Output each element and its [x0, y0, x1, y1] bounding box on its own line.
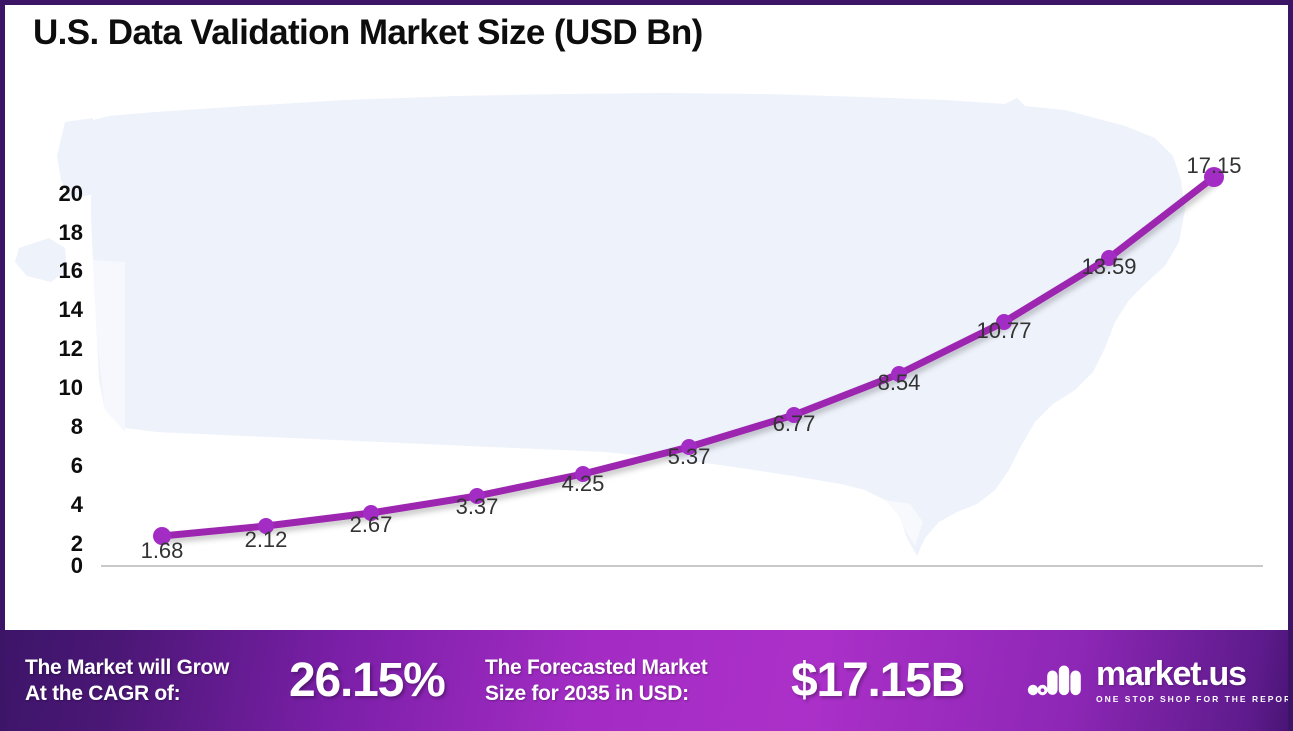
y-tick-label-0: 0 — [70, 553, 83, 578]
point-label-2035: 17.15 — [1186, 153, 1242, 178]
forecast-caption: The Forecasted Market Size for 2035 in U… — [485, 655, 785, 706]
y-tick-label-18: 18 — [58, 220, 83, 245]
logo-tagline: ONE STOP SHOP FOR THE REPORTS — [1096, 694, 1293, 704]
point-label-2034: 13.59 — [1081, 254, 1137, 279]
series-line — [158, 173, 1218, 540]
market-us-logo[interactable]: market.us ONE STOP SHOP FOR THE REPORTS — [1027, 655, 1293, 704]
point-label-2026: 2.12 — [244, 527, 288, 552]
y-tick-label-4: 4 — [70, 492, 83, 517]
y-tick-label-10: 10 — [58, 375, 83, 400]
forecast-value: $17.15B — [791, 654, 965, 707]
y-tick-label-2: 2 — [70, 531, 83, 556]
page-title: U.S. Data Validation Market Size (USD Bn… — [33, 13, 703, 52]
cagr-caption-line-2: At the CAGR of: — [25, 681, 181, 705]
footer-banner: The Market will Grow At the CAGR of: 26.… — [5, 630, 1293, 731]
point-label-2032: 8.54 — [877, 370, 921, 395]
series-markers — [153, 167, 1224, 545]
point-label-2028: 3.37 — [455, 494, 499, 519]
y-tick-label-14: 14 — [58, 297, 83, 322]
point-label-2029: 4.25 — [561, 471, 605, 496]
forecast-caption-line-1: The Forecasted Market — [485, 655, 708, 679]
forecast-caption-line-2: Size for 2035 in USD: — [485, 681, 689, 705]
forecast-block: The Forecasted Market Size for 2035 in U… — [479, 653, 1013, 708]
cagr-caption: The Market will Grow At the CAGR of: — [25, 655, 287, 706]
point-label-2025: 1.68 — [140, 538, 184, 563]
cagr-value: 26.15% — [289, 654, 446, 707]
cagr-caption-line-1: The Market will Grow — [25, 655, 230, 679]
y-tick-label-12: 12 — [58, 336, 83, 361]
y-tick-label-6: 6 — [70, 453, 83, 478]
cagr-block: The Market will Grow At the CAGR of: 26.… — [5, 653, 479, 708]
point-label-2027: 2.67 — [349, 512, 393, 537]
y-tick-label-16: 16 — [58, 258, 83, 283]
point-label-2031: 6.77 — [772, 411, 816, 436]
point-label-2033: 10.77 — [976, 318, 1032, 343]
logo-text-block: market.us ONE STOP SHOP FOR THE REPORTS — [1096, 655, 1293, 704]
y-tick-label-20: 20 — [58, 181, 83, 206]
market-us-logomark-icon — [1027, 665, 1081, 695]
point-label-2030: 5.37 — [667, 444, 711, 469]
y-tick-label-8: 8 — [70, 414, 83, 439]
logo-wordmark: market.us — [1096, 655, 1247, 693]
chart-plot-area: 20 18 16 14 12 10 8 6 4 2 0 1.68 2.12 2.… — [5, 60, 1288, 669]
